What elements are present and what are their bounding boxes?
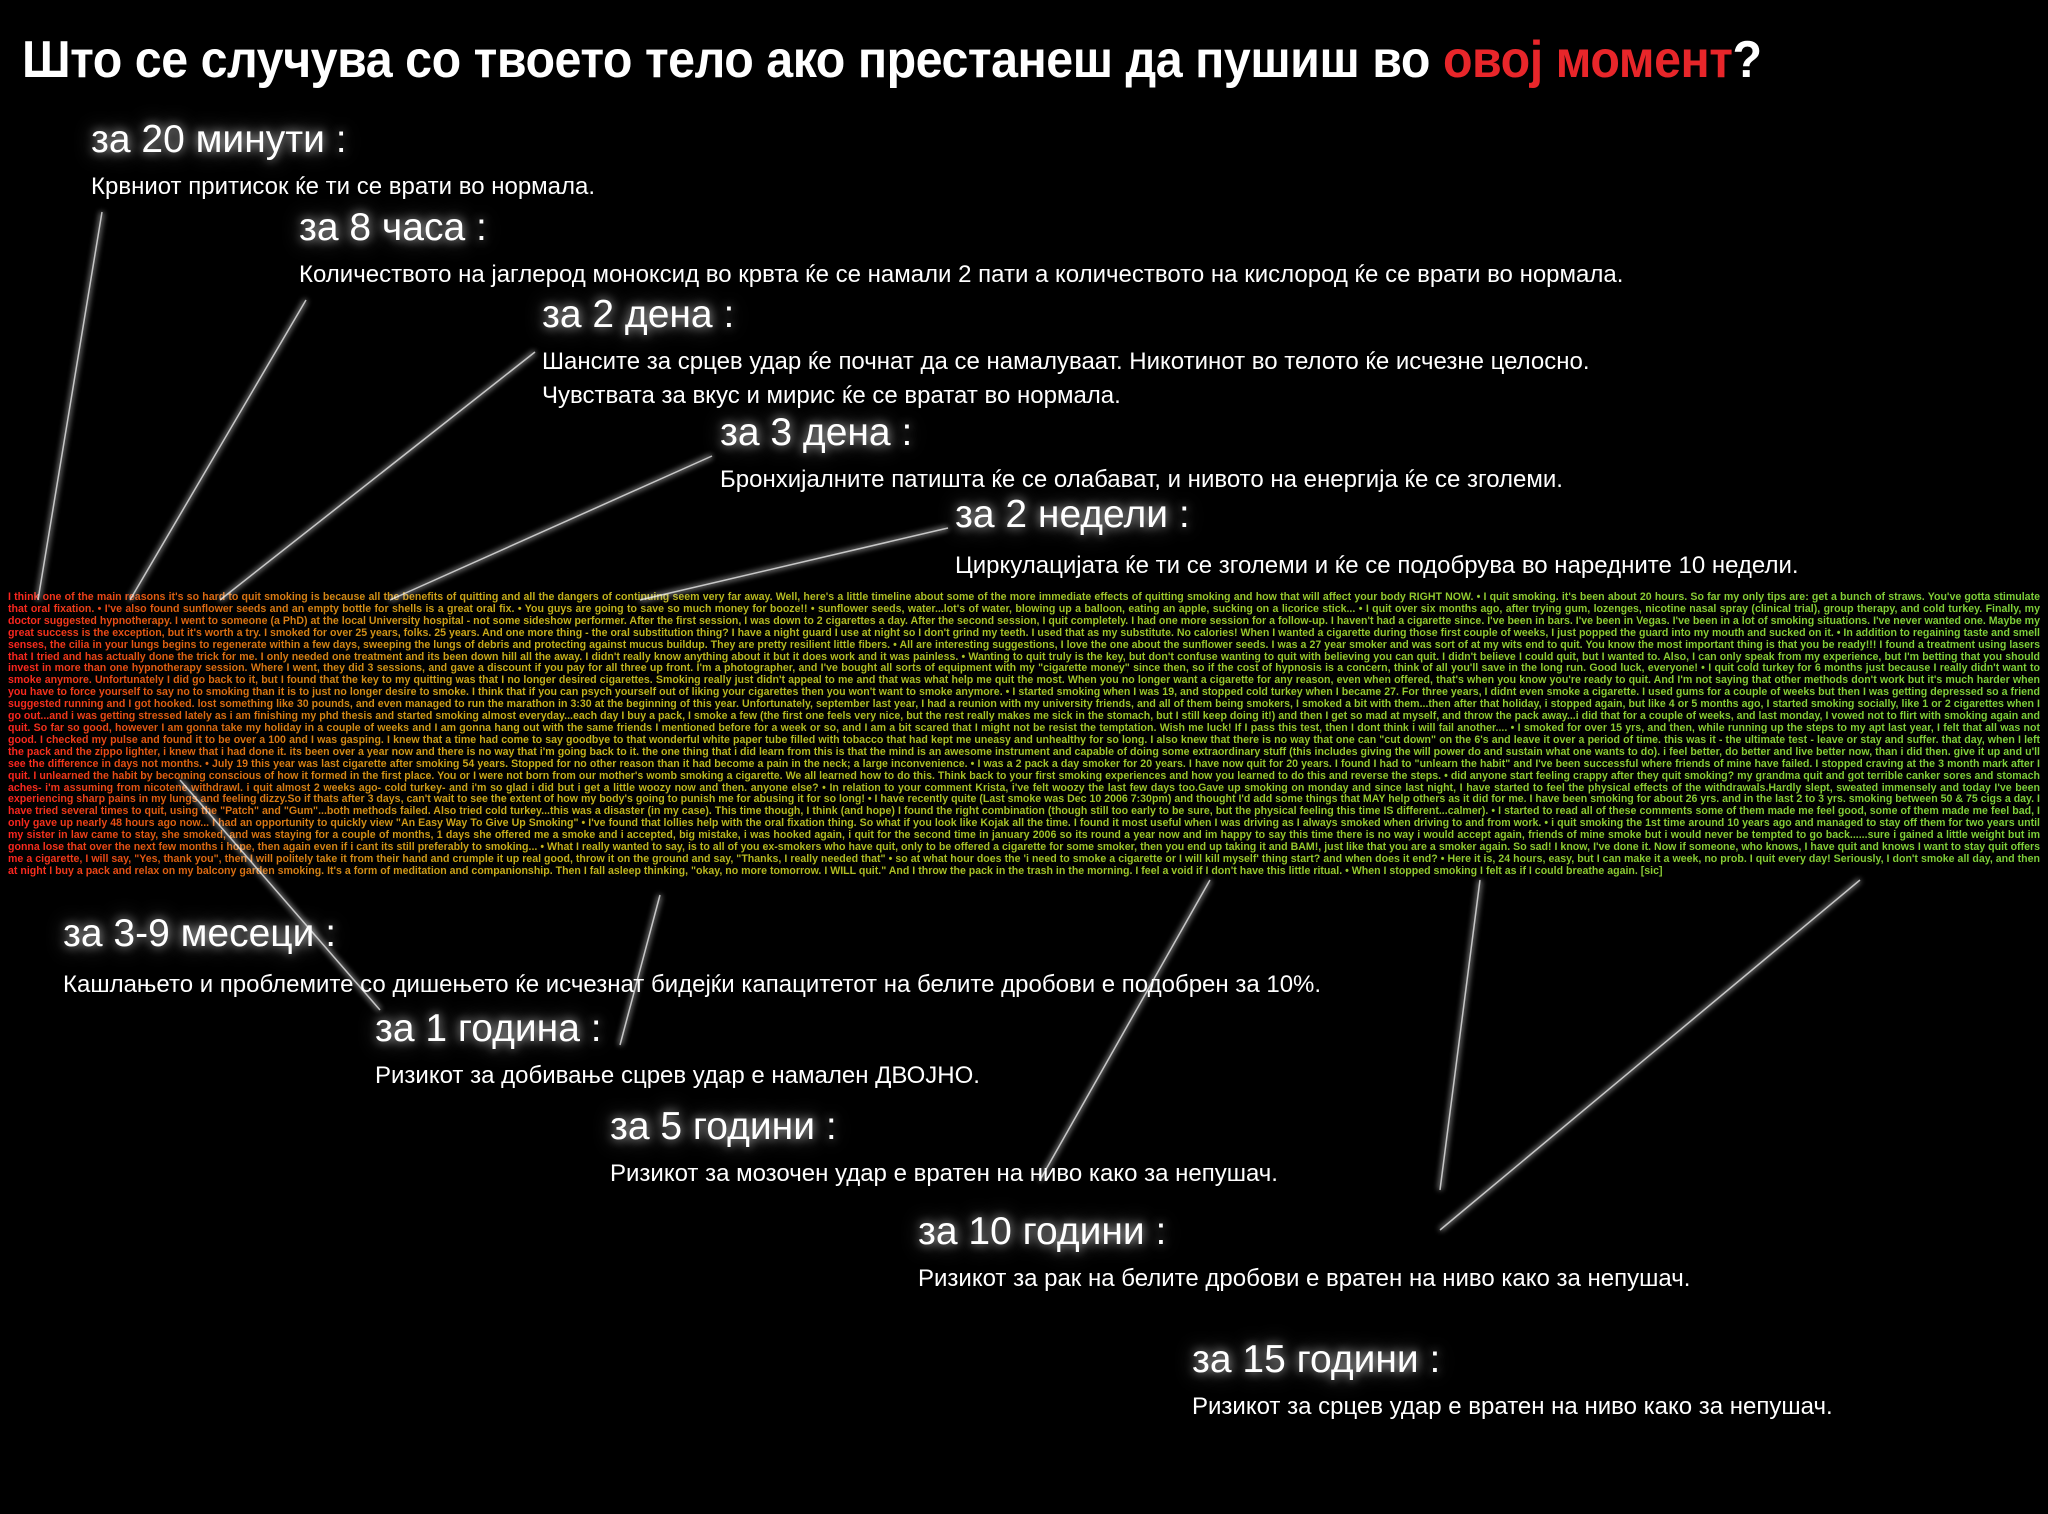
milestone-heading: за 3 дена : — [720, 411, 913, 454]
milestone-text: Ризикот за рак на белите дробови е врате… — [918, 1265, 1691, 1292]
milestone-3-days: за 3 дена : Бронхијалните патишта ќе се … — [720, 411, 1563, 497]
milestone-heading: за 2 недели : — [955, 493, 1190, 536]
milestone-1-year: за 1 година : Ризикот за добивање сцрев … — [375, 1007, 980, 1093]
page-title: Што се случува со твоето тело ако преста… — [22, 30, 1762, 90]
milestone-text: Чувствата за вкус и мирис ќе се вратат в… — [542, 382, 1121, 409]
milestone-2-weeks: за 2 недели : Циркулацијата ќе ти се зго… — [955, 493, 1799, 583]
milestone-20-minutes: за 20 минути : Крвниот притисок ќе ти се… — [91, 118, 595, 204]
milestone-5-years: за 5 години : Ризикот за мозочен удар е … — [610, 1105, 1278, 1191]
milestone-15-years: за 15 години : Ризикот за срцев удар е в… — [1192, 1338, 1833, 1424]
milestone-2-days: за 2 дена : Шансите за срцев удар ќе поч… — [542, 293, 1590, 413]
milestone-10-years: за 10 години : Ризикот за рак на белите … — [918, 1210, 1690, 1296]
milestone-heading: за 8 часа : — [299, 206, 487, 249]
testimonials-text-band: I think one of the main reasons it's so … — [0, 592, 2048, 902]
title-main: Што се случува со твоето тело ако преста… — [22, 31, 1443, 89]
milestone-text: Бронхијалните патишта ќе се олабават, и … — [720, 466, 1563, 493]
milestone-text: Ризикот за мозочен удар е вратен на ниво… — [610, 1160, 1278, 1187]
title-highlight: овој момент — [1442, 31, 1733, 89]
milestone-8-hours: за 8 часа : Количеството на јаглерод мон… — [299, 206, 1623, 292]
milestone-heading: за 20 минути : — [91, 118, 347, 161]
title-end: ? — [1732, 31, 1762, 89]
milestone-heading: за 3-9 месеци : — [63, 912, 337, 955]
milestone-heading: за 15 години : — [1192, 1338, 1441, 1381]
milestone-heading: за 10 години : — [918, 1210, 1167, 1253]
milestone-3-9-months: за 3-9 месеци : Кашлањето и проблемите с… — [63, 912, 1321, 1002]
milestone-text: Ризикот за срцев удар е вратен на ниво к… — [1192, 1393, 1833, 1420]
milestone-heading: за 1 година : — [375, 1007, 602, 1050]
milestone-text: Ризикот за добивање сцрев удар е намален… — [375, 1062, 980, 1089]
milestone-text: Кашлањето и проблемите со дишењето ќе ис… — [63, 971, 1322, 998]
milestone-heading: за 2 дена : — [542, 293, 735, 336]
milestone-text: Циркулацијата ќе ти се зголеми и ќе се п… — [955, 552, 1799, 579]
milestone-text: Количеството на јаглерод моноксид во крв… — [299, 261, 1624, 288]
milestone-text: Крвниот притисок ќе ти се врати во норма… — [91, 173, 596, 200]
milestone-text: Шансите за срцев удар ќе почнат да се на… — [542, 348, 1590, 375]
milestone-heading: за 5 години : — [610, 1105, 837, 1148]
